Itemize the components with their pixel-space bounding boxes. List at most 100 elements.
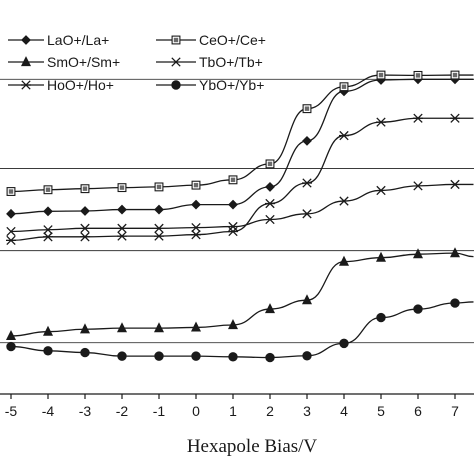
data-point xyxy=(302,178,312,188)
data-point xyxy=(6,341,16,352)
legend-label: CeO+/Ce+ xyxy=(199,32,266,48)
data-point xyxy=(412,248,424,259)
data-point xyxy=(80,232,90,242)
x-tick-label: 5 xyxy=(377,403,385,419)
data-point xyxy=(265,198,275,209)
data-point xyxy=(154,231,164,241)
data-point xyxy=(43,225,53,235)
data-point xyxy=(339,196,349,206)
series-line-1 xyxy=(10,74,474,193)
data-point xyxy=(413,113,423,123)
legend-marker xyxy=(21,80,31,90)
legend-marker xyxy=(171,35,181,45)
x-tick-label: 2 xyxy=(266,403,274,419)
data-point xyxy=(302,104,312,114)
data-point xyxy=(413,304,423,314)
data-point xyxy=(117,223,127,233)
legend-label: HoO+/Ho+ xyxy=(47,77,114,93)
data-point xyxy=(116,322,128,333)
data-point xyxy=(339,338,349,349)
data-point xyxy=(80,223,90,233)
data-point xyxy=(154,204,164,215)
x-tick-label: 0 xyxy=(192,403,200,419)
data-point xyxy=(43,232,53,242)
data-point xyxy=(43,346,53,356)
data-point xyxy=(376,117,386,127)
data-point xyxy=(117,351,127,361)
data-point xyxy=(6,235,16,246)
data-point xyxy=(376,70,386,80)
legend-item: CeO+/Ce+ xyxy=(156,32,266,48)
data-point xyxy=(190,321,202,332)
legend-label: SmO+/Sm+ xyxy=(47,54,120,70)
data-point xyxy=(6,226,16,237)
x-tick-label: 4 xyxy=(340,403,348,419)
data-point xyxy=(264,303,276,314)
data-point xyxy=(265,352,275,363)
series-line-4 xyxy=(10,117,474,242)
legend-marker xyxy=(171,57,181,67)
data-point xyxy=(43,206,53,217)
data-point xyxy=(5,330,17,341)
x-tick-label: -1 xyxy=(153,403,166,419)
legend-marker xyxy=(20,56,32,67)
x-tick-label: -4 xyxy=(42,403,55,419)
x-tick-label: -2 xyxy=(116,403,129,419)
legend-item: YbO+/Yb+ xyxy=(156,77,264,93)
legend-item: TbO+/Tb+ xyxy=(156,54,263,70)
series-lines xyxy=(10,74,474,359)
series-line-3 xyxy=(10,183,474,233)
x-tick-label: 7 xyxy=(451,403,459,419)
data-point xyxy=(450,113,460,123)
data-point xyxy=(154,351,164,361)
data-point xyxy=(449,247,461,258)
data-point xyxy=(265,159,275,169)
data-point xyxy=(154,223,164,233)
legend-label: TbO+/Tb+ xyxy=(199,54,263,70)
series-line-0 xyxy=(10,78,474,215)
data-point xyxy=(191,180,201,190)
data-point xyxy=(413,70,423,80)
data-point xyxy=(302,135,312,146)
data-point xyxy=(191,199,201,210)
legend-label: YbO+/Yb+ xyxy=(199,77,264,93)
x-tick-label: 1 xyxy=(229,403,237,419)
data-point xyxy=(302,209,312,219)
series-line-2 xyxy=(10,252,474,337)
data-point xyxy=(79,323,91,334)
x-tick-label: 6 xyxy=(414,403,422,419)
legend-item: HoO+/Ho+ xyxy=(8,77,114,93)
data-point xyxy=(450,70,460,80)
data-point xyxy=(413,181,423,191)
legend-item: LaO+/La+ xyxy=(8,32,109,48)
data-point xyxy=(338,255,350,266)
data-point xyxy=(376,185,386,196)
x-tick-label: -3 xyxy=(79,403,92,419)
data-point xyxy=(265,214,275,225)
data-point xyxy=(301,294,313,305)
data-point xyxy=(191,351,201,361)
data-point xyxy=(228,175,238,185)
data-point xyxy=(117,183,127,193)
data-point xyxy=(339,82,349,92)
data-point xyxy=(450,179,460,190)
data-point xyxy=(450,298,460,308)
data-point xyxy=(191,230,201,240)
data-point xyxy=(80,347,90,358)
series-markers xyxy=(5,70,461,363)
data-point xyxy=(154,182,164,192)
data-point xyxy=(376,312,386,323)
x-tick-label: -5 xyxy=(5,403,18,419)
x-tick-label: 3 xyxy=(303,403,311,419)
legend-item: SmO+/Sm+ xyxy=(8,54,120,70)
data-point xyxy=(228,199,238,210)
x-axis xyxy=(0,393,474,399)
data-point xyxy=(375,251,387,262)
data-point xyxy=(43,185,53,195)
data-point xyxy=(153,322,165,333)
data-point xyxy=(117,231,127,241)
data-point xyxy=(302,351,312,361)
legend-marker xyxy=(21,35,31,45)
data-point xyxy=(80,184,90,194)
